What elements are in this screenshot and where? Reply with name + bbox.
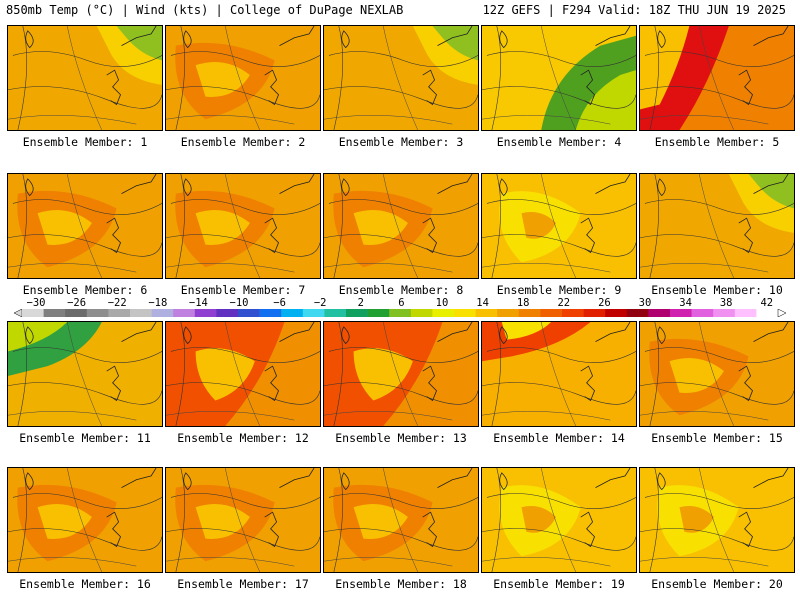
colorbar-segment bbox=[497, 309, 520, 317]
colorbar-min-arrow bbox=[14, 309, 23, 317]
colorbar-segment bbox=[324, 309, 347, 317]
colorbar-tick-label: 18 bbox=[516, 297, 530, 309]
colorbar-segment bbox=[410, 309, 433, 317]
ensemble-member-label: Ensemble Member: 19 bbox=[493, 577, 625, 591]
colorbar-tick-label: 10 bbox=[435, 297, 449, 309]
ensemble-member-label: Ensemble Member: 12 bbox=[177, 431, 309, 445]
colorbar-tick-label: −18 bbox=[148, 297, 168, 309]
temperature-colorbar bbox=[14, 309, 786, 317]
ensemble-member-map bbox=[165, 321, 321, 427]
ensemble-member-map bbox=[7, 467, 163, 573]
colorbar-segment bbox=[367, 309, 390, 317]
ensemble-member-label: Ensemble Member: 11 bbox=[19, 431, 151, 445]
colorbar-segment bbox=[713, 309, 736, 317]
ensemble-member-map bbox=[165, 173, 321, 279]
ensemble-member-label: Ensemble Member: 18 bbox=[335, 577, 467, 591]
ensemble-member-label: Ensemble Member: 7 bbox=[180, 283, 306, 297]
colorbar-tick-label: 38 bbox=[719, 297, 733, 309]
ensemble-member-map bbox=[323, 321, 479, 427]
colorbar-segment bbox=[518, 309, 541, 317]
colorbar-segment bbox=[583, 309, 606, 317]
colorbar-tick-label: 42 bbox=[760, 297, 774, 309]
ensemble-member-map bbox=[323, 173, 479, 279]
colorbar-segment bbox=[605, 309, 628, 317]
ensemble-member-map bbox=[7, 321, 163, 427]
ensemble-member-map bbox=[7, 25, 163, 131]
ensemble-member-map bbox=[481, 321, 637, 427]
colorbar-segment bbox=[626, 309, 649, 317]
ensemble-member-label: Ensemble Member: 13 bbox=[335, 431, 467, 445]
ensemble-member-label: Ensemble Member: 15 bbox=[651, 431, 783, 445]
colorbar-tick-label: −22 bbox=[107, 297, 127, 309]
colorbar-tick-label: 30 bbox=[638, 297, 652, 309]
colorbar-segment bbox=[734, 309, 757, 317]
colorbar-segment bbox=[346, 309, 368, 317]
ensemble-member-label: Ensemble Member: 9 bbox=[496, 283, 622, 297]
colorbar-segment bbox=[389, 309, 412, 317]
ensemble-member-label: Ensemble Member: 10 bbox=[651, 283, 783, 297]
colorbar-tick-label: 26 bbox=[598, 297, 611, 309]
ensemble-member-map bbox=[639, 25, 795, 131]
colorbar-segment bbox=[691, 309, 714, 317]
ensemble-member-map bbox=[323, 467, 479, 573]
ensemble-member-label: Ensemble Member: 17 bbox=[177, 577, 309, 591]
colorbar-tick-label: 22 bbox=[557, 297, 571, 309]
ensemble-member-map bbox=[481, 173, 637, 279]
ensemble-member-map bbox=[481, 467, 637, 573]
ensemble-member-label: Ensemble Member: 14 bbox=[493, 431, 625, 445]
colorbar-segment bbox=[194, 309, 217, 317]
colorbar-segment bbox=[22, 309, 44, 317]
ensemble-member-label: Ensemble Member: 8 bbox=[338, 283, 464, 297]
ensemble-member-label: Ensemble Member: 16 bbox=[19, 577, 151, 591]
colorbar-segment bbox=[670, 309, 692, 317]
colorbar-segment bbox=[259, 309, 282, 317]
ensemble-member-label: Ensemble Member: 4 bbox=[496, 135, 622, 149]
colorbar-tick-label: −26 bbox=[67, 297, 87, 309]
colorbar-segment bbox=[151, 309, 174, 317]
colorbar-segment bbox=[65, 309, 88, 317]
model-run-info: 12Z GEFS | F294 Valid: 18Z THU JUN 19 20… bbox=[482, 3, 786, 17]
colorbar-segment bbox=[281, 309, 304, 317]
colorbar-segment bbox=[302, 309, 325, 317]
colorbar-tick-label: 2 bbox=[357, 297, 364, 309]
ensemble-member-map bbox=[481, 25, 637, 131]
colorbar-segment bbox=[475, 309, 498, 317]
ensemble-member-map bbox=[165, 25, 321, 131]
colorbar-segment bbox=[454, 309, 476, 317]
colorbar-segment bbox=[43, 309, 66, 317]
colorbar-segment bbox=[238, 309, 260, 317]
ensemble-member-label: Ensemble Member: 1 bbox=[22, 135, 148, 149]
ensemble-member-map bbox=[323, 25, 479, 131]
colorbar-segment bbox=[562, 309, 584, 317]
colorbar-tick-label: −14 bbox=[188, 297, 208, 309]
colorbar-tick-label: −6 bbox=[273, 297, 286, 309]
colorbar-segment bbox=[432, 309, 455, 317]
colorbar-segment bbox=[108, 309, 131, 317]
colorbar-segment bbox=[648, 309, 671, 317]
colorbar-segment bbox=[756, 309, 779, 317]
colorbar-tick-label: −10 bbox=[229, 297, 249, 309]
colorbar-tick-label: −2 bbox=[313, 297, 327, 309]
map-title: 850mb Temp (°C) | Wind (kts) | College o… bbox=[6, 3, 404, 17]
ensemble-member-label: Ensemble Member: 20 bbox=[651, 577, 783, 591]
colorbar-segment bbox=[86, 309, 109, 317]
ensemble-member-map bbox=[165, 467, 321, 573]
colorbar-tick-label: 6 bbox=[398, 297, 405, 309]
ensemble-member-map bbox=[639, 467, 795, 573]
colorbar-tick-label: −30 bbox=[26, 297, 46, 309]
colorbar-segment bbox=[130, 309, 152, 317]
colorbar-segment bbox=[216, 309, 239, 317]
ensemble-member-label: Ensemble Member: 3 bbox=[338, 135, 464, 149]
ensemble-member-label: Ensemble Member: 2 bbox=[180, 135, 306, 149]
ensemble-member-map bbox=[639, 321, 795, 427]
ensemble-member-map bbox=[639, 173, 795, 279]
ensemble-member-label: Ensemble Member: 6 bbox=[22, 283, 148, 297]
colorbar-segment bbox=[173, 309, 196, 317]
colorbar-tick-label: 14 bbox=[476, 297, 489, 309]
ensemble-member-label: Ensemble Member: 5 bbox=[654, 135, 780, 149]
ensemble-member-map bbox=[7, 173, 163, 279]
colorbar-tick-label: 34 bbox=[679, 297, 692, 309]
colorbar-segment bbox=[540, 309, 563, 317]
colorbar-max-arrow bbox=[777, 309, 786, 317]
